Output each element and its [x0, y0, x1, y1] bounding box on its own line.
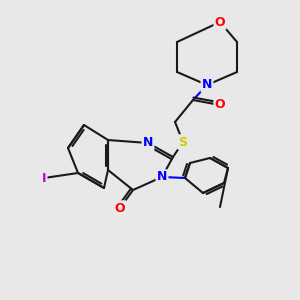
Text: O: O [215, 16, 225, 28]
Text: O: O [215, 98, 225, 112]
Text: I: I [42, 172, 46, 184]
Text: O: O [115, 202, 125, 214]
Text: N: N [143, 136, 153, 149]
Text: S: S [178, 136, 188, 148]
Text: N: N [202, 79, 212, 92]
Text: N: N [157, 170, 167, 184]
